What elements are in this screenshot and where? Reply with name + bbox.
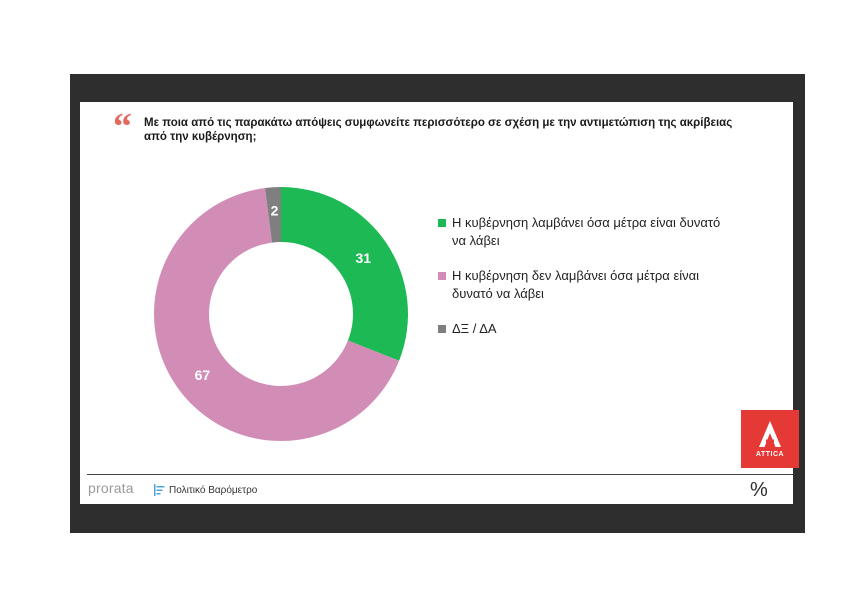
legend-swatch — [438, 272, 446, 280]
data-label: 31 — [356, 250, 372, 266]
prorata-logo: prorata — [88, 480, 134, 496]
donut-chart: 31 67 2 — [154, 187, 408, 441]
legend-label: Η κυβέρνηση λαμβάνει όσα μέτρα είναι δυν… — [452, 215, 721, 248]
chart-legend: Η κυβέρνηση λαμβάνει όσα μέτρα είναι δυν… — [438, 214, 738, 355]
legend-item: Η κυβέρνηση δεν λαμβάνει όσα μέτρα είναι… — [438, 267, 738, 303]
donut-slice — [265, 187, 281, 243]
attica-logo: ATTICA — [741, 410, 799, 468]
legend-label: Η κυβέρνηση δεν λαμβάνει όσα μέτρα είναι… — [452, 268, 700, 301]
logo-text: ATTICA — [755, 451, 785, 458]
footer-divider — [87, 474, 793, 475]
donut-slice — [154, 188, 400, 441]
slide-frame: “ Με ποια από τις παρακάτω απόψεις συμφω… — [70, 74, 805, 533]
legend-label: ΔΞ / ΔΑ — [452, 321, 497, 336]
percent-icon: % — [750, 479, 768, 501]
quote-mark-icon: “ — [113, 106, 132, 148]
legend-swatch — [438, 219, 446, 227]
data-label: 67 — [195, 367, 211, 383]
bars-icon — [154, 484, 165, 496]
legend-swatch — [438, 325, 446, 333]
legend-item: ΔΞ / ΔΑ — [438, 320, 738, 338]
question-text: Με ποια από τις παρακάτω απόψεις συμφωνε… — [144, 117, 733, 143]
data-label: 2 — [271, 203, 279, 219]
attica-logo-mark-icon — [759, 421, 781, 447]
donut-slice — [281, 187, 408, 361]
slide: “ Με ποια από τις παρακάτω απόψεις συμφω… — [80, 102, 799, 504]
footer-subtitle: Πολιτικό Βαρόμετρο — [169, 485, 258, 496]
legend-item: Η κυβέρνηση λαμβάνει όσα μέτρα είναι δυν… — [438, 214, 738, 250]
